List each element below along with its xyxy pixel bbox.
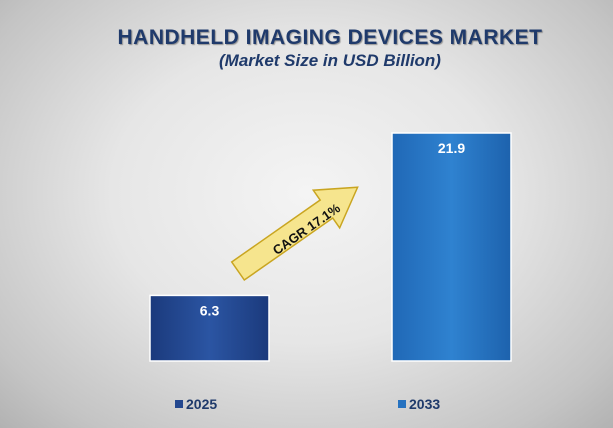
cagr-arrow-shape [230,186,359,282]
value-label-2033: 21.9 [438,140,465,156]
legend-label-2025: 2025 [186,396,218,412]
bar-2033 [391,132,512,362]
chart-title: HANDHELD IMAGING DEVICES MARKET [117,26,543,49]
bar-2025 [149,294,270,362]
legend-item-2025: 2025 [175,396,217,412]
legend-swatch-2033 [398,400,406,408]
value-label-2025: 6.3 [200,302,220,318]
legend-label-2033: 2033 [409,396,441,412]
cagr-arrow: CAGR 17.1% [230,186,359,282]
legend-item-2033: 2033 [398,396,440,412]
legend-swatch-2025 [175,400,183,408]
chart-subtitle: (Market Size in USD Billion) [219,51,441,70]
